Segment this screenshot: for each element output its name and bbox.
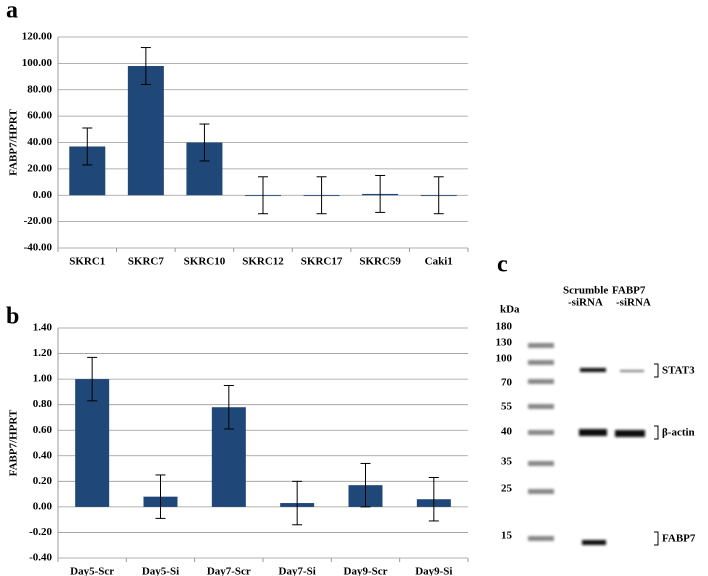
marker-label: 40 bbox=[501, 426, 513, 438]
lane-label: -siRNA bbox=[568, 297, 603, 309]
y-tick-label: -40.00 bbox=[24, 242, 53, 254]
band bbox=[580, 368, 606, 372]
ladder-band bbox=[528, 461, 554, 466]
unit-label: kDa bbox=[500, 304, 520, 316]
ladder-band bbox=[528, 360, 554, 365]
x-tick-label: SKRC12 bbox=[242, 256, 284, 268]
y-tick-label: 1.40 bbox=[33, 322, 53, 334]
band bbox=[615, 430, 645, 437]
bar bbox=[127, 66, 164, 196]
x-tick-label: SKRC10 bbox=[184, 256, 226, 268]
x-tick-label: Day5-Si bbox=[142, 566, 179, 576]
y-tick-label: 120.00 bbox=[22, 31, 53, 43]
panel-label: c bbox=[497, 252, 508, 278]
ladder-band bbox=[528, 430, 554, 435]
x-tick-label: Day9-Scr bbox=[344, 566, 388, 576]
marker-label: 180 bbox=[496, 321, 513, 333]
bracket bbox=[654, 531, 659, 546]
error-bar bbox=[82, 127, 93, 166]
y-tick-label: 0.40 bbox=[33, 449, 53, 461]
y-tick-label: 80.00 bbox=[27, 83, 52, 95]
error-bar bbox=[155, 474, 166, 519]
ladder-band bbox=[528, 404, 554, 409]
y-tick-label: 0.00 bbox=[33, 500, 53, 512]
marker-label: 100 bbox=[496, 353, 513, 365]
error-bar bbox=[140, 47, 151, 85]
marker-label: 130 bbox=[496, 337, 513, 349]
y-tick-label: -0.20 bbox=[29, 526, 52, 538]
band-label: β-actin bbox=[662, 427, 695, 439]
x-tick-label: SKRC59 bbox=[359, 256, 401, 268]
marker-label: 70 bbox=[501, 377, 513, 389]
x-tick-label: Day5-Scr bbox=[70, 566, 114, 576]
marker-label: 35 bbox=[501, 456, 513, 468]
blot-bands bbox=[579, 368, 645, 545]
y-tick-label: 1.20 bbox=[33, 347, 53, 359]
y-axis-label: FABP7/HPRT bbox=[8, 109, 20, 176]
lane-label: -siRNA bbox=[616, 297, 651, 309]
error-bar bbox=[360, 462, 371, 508]
y-tick-label: 20.00 bbox=[27, 162, 52, 174]
band-label: STAT3 bbox=[662, 365, 695, 377]
y-tick-label: 100.00 bbox=[22, 57, 53, 69]
error-bar bbox=[433, 176, 444, 215]
lane-label: Scrumble bbox=[563, 285, 608, 297]
panel-label: a bbox=[6, 0, 18, 24]
y-tick-label: 1.00 bbox=[33, 373, 53, 385]
y-tick-label: -20.00 bbox=[24, 215, 53, 227]
error-bar bbox=[223, 385, 234, 430]
x-tick-label: SKRC7 bbox=[128, 256, 165, 268]
error-bar bbox=[428, 477, 439, 522]
y-tick-label: 60.00 bbox=[27, 110, 52, 122]
x-tick-label: SKRC1 bbox=[69, 256, 105, 268]
band bbox=[620, 370, 644, 372]
ladder-band bbox=[528, 536, 554, 541]
error-bar bbox=[258, 176, 268, 215]
y-axis-label: FABP7/HPRT bbox=[8, 409, 20, 476]
y-tick-label: 0.20 bbox=[33, 475, 53, 487]
ladder-band bbox=[528, 343, 554, 348]
x-tick-label: Day7-Si bbox=[279, 566, 316, 576]
band-label: FABP7 bbox=[662, 533, 696, 545]
band bbox=[582, 540, 606, 545]
x-tick-label: SKRC17 bbox=[301, 256, 343, 268]
x-tick-label: Day7-Scr bbox=[207, 566, 251, 576]
y-tick-label: 0.00 bbox=[33, 189, 53, 201]
y-tick-label: 40.00 bbox=[27, 136, 52, 148]
ladder-bands bbox=[528, 343, 554, 541]
x-tick-label: Day9-Si bbox=[415, 566, 452, 576]
marker-label: 15 bbox=[501, 530, 513, 542]
error-bar bbox=[199, 123, 210, 162]
marker-label: 25 bbox=[501, 483, 513, 495]
y-tick-label: -0.40 bbox=[29, 552, 52, 564]
ladder-band bbox=[528, 379, 554, 384]
y-tick-label: 0.60 bbox=[33, 424, 53, 436]
band bbox=[579, 429, 607, 436]
lane-label: FABP7 bbox=[612, 285, 646, 297]
ladder: 180 130 100 70 55 40 35 25 15 bbox=[496, 321, 554, 542]
bracket bbox=[654, 363, 659, 378]
panel-label: b bbox=[6, 304, 19, 330]
y-tick-label: 0.80 bbox=[33, 398, 53, 410]
bracket bbox=[654, 425, 659, 440]
error-bar bbox=[375, 174, 386, 213]
error-bar bbox=[292, 480, 303, 526]
x-tick-label: Caki1 bbox=[425, 256, 453, 268]
error-bar bbox=[87, 356, 98, 402]
ladder-band bbox=[528, 489, 554, 494]
error-bar bbox=[316, 176, 327, 215]
marker-label: 55 bbox=[501, 401, 513, 413]
